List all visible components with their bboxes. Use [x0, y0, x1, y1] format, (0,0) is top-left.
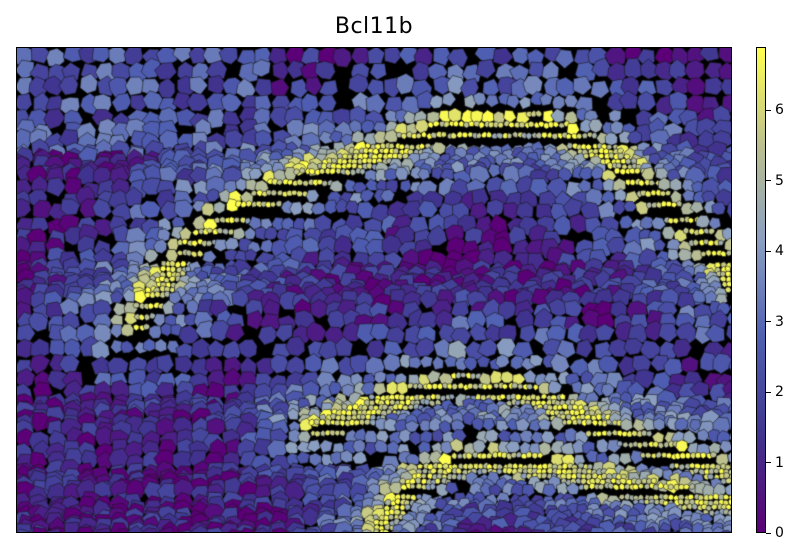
- colorbar-tick: [766, 180, 771, 182]
- spatial-cell-map: [16, 47, 732, 533]
- colorbar-tick: [766, 321, 771, 323]
- colorbar-tick-label: 2: [775, 384, 784, 401]
- colorbar-tick: [766, 462, 771, 464]
- colorbar-tick-label: 5: [775, 172, 784, 189]
- colorbar-tick-label: 6: [775, 102, 784, 119]
- colorbar-tick: [766, 250, 771, 252]
- colorbar-tick: [766, 109, 771, 111]
- colorbar-tick: [766, 391, 771, 393]
- cell-expression-image: [16, 47, 732, 533]
- colorbar-tick-label: 0: [775, 525, 784, 541]
- colorbar: [756, 47, 766, 533]
- colorbar-tick-label: 4: [775, 243, 784, 260]
- colorbar-tick: [766, 532, 771, 534]
- colorbar-tick-label: 1: [775, 454, 784, 471]
- colorbar-tick-label: 3: [775, 313, 784, 330]
- plot-title: Bcl11b: [334, 14, 414, 39]
